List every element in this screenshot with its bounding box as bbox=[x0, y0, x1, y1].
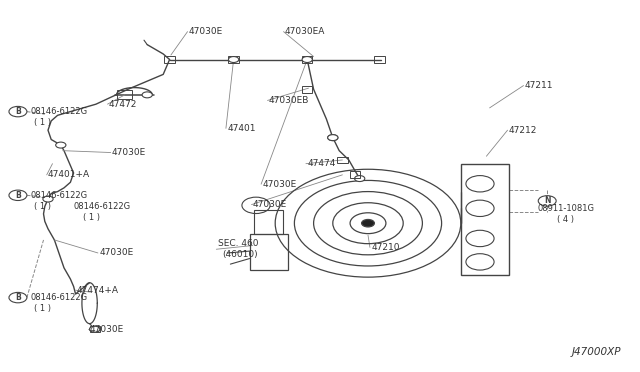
Circle shape bbox=[90, 326, 100, 332]
Circle shape bbox=[142, 92, 152, 98]
Circle shape bbox=[362, 219, 374, 227]
Text: 08146-6122G: 08146-6122G bbox=[31, 293, 88, 302]
Text: ( 4 ): ( 4 ) bbox=[557, 215, 574, 224]
Text: 47401+A: 47401+A bbox=[48, 170, 90, 179]
Bar bbox=[254, 210, 283, 234]
Bar bbox=[90, 327, 99, 332]
Text: 47030E: 47030E bbox=[189, 27, 223, 36]
Circle shape bbox=[538, 196, 556, 206]
Text: 47211: 47211 bbox=[525, 81, 554, 90]
Text: 47474+A: 47474+A bbox=[77, 286, 119, 295]
Text: 47472: 47472 bbox=[109, 100, 137, 109]
Bar bbox=[302, 56, 312, 63]
Circle shape bbox=[228, 57, 239, 62]
Circle shape bbox=[355, 176, 365, 182]
Text: 47030E: 47030E bbox=[99, 248, 134, 257]
Text: 47030E: 47030E bbox=[90, 325, 124, 334]
Text: 47030E: 47030E bbox=[262, 180, 297, 189]
Text: 47401: 47401 bbox=[227, 124, 256, 133]
Text: 47474: 47474 bbox=[307, 159, 335, 168]
Text: 47030EB: 47030EB bbox=[269, 96, 309, 105]
Bar bbox=[228, 56, 239, 63]
Circle shape bbox=[9, 190, 27, 201]
Bar bbox=[461, 164, 509, 275]
Text: 47212: 47212 bbox=[509, 126, 537, 135]
Text: 47030E: 47030E bbox=[112, 148, 147, 157]
Circle shape bbox=[9, 106, 27, 117]
Text: 47030EA: 47030EA bbox=[285, 27, 325, 36]
Circle shape bbox=[328, 135, 338, 141]
Text: (46010): (46010) bbox=[223, 250, 259, 259]
Circle shape bbox=[43, 196, 53, 202]
Text: J47000XP: J47000XP bbox=[572, 347, 621, 357]
Text: ( 1 ): ( 1 ) bbox=[34, 202, 51, 211]
Text: 47030E: 47030E bbox=[253, 200, 287, 209]
Text: 08146-6122G: 08146-6122G bbox=[31, 107, 88, 116]
Text: 47210: 47210 bbox=[371, 243, 400, 252]
Text: ( 1 ): ( 1 ) bbox=[83, 213, 100, 222]
Text: ( 1 ): ( 1 ) bbox=[34, 304, 51, 313]
Circle shape bbox=[328, 135, 338, 141]
Text: B: B bbox=[15, 191, 20, 200]
Text: SEC. 460: SEC. 460 bbox=[218, 239, 258, 248]
Bar bbox=[337, 157, 348, 163]
Bar bbox=[117, 90, 132, 99]
Bar bbox=[350, 171, 360, 178]
Circle shape bbox=[90, 326, 100, 332]
Bar bbox=[164, 56, 175, 63]
Circle shape bbox=[56, 142, 66, 148]
Text: 08146-6122G: 08146-6122G bbox=[31, 191, 88, 200]
Text: 08911-1081G: 08911-1081G bbox=[538, 204, 595, 213]
Text: B: B bbox=[15, 293, 20, 302]
Text: N: N bbox=[544, 196, 550, 205]
Bar bbox=[250, 234, 288, 270]
Text: B: B bbox=[15, 107, 20, 116]
Text: 08146-6122G: 08146-6122G bbox=[74, 202, 131, 211]
Bar bbox=[374, 56, 385, 63]
Circle shape bbox=[302, 57, 312, 62]
Bar bbox=[302, 86, 312, 93]
Text: ( 1 ): ( 1 ) bbox=[34, 118, 51, 127]
Circle shape bbox=[9, 292, 27, 303]
